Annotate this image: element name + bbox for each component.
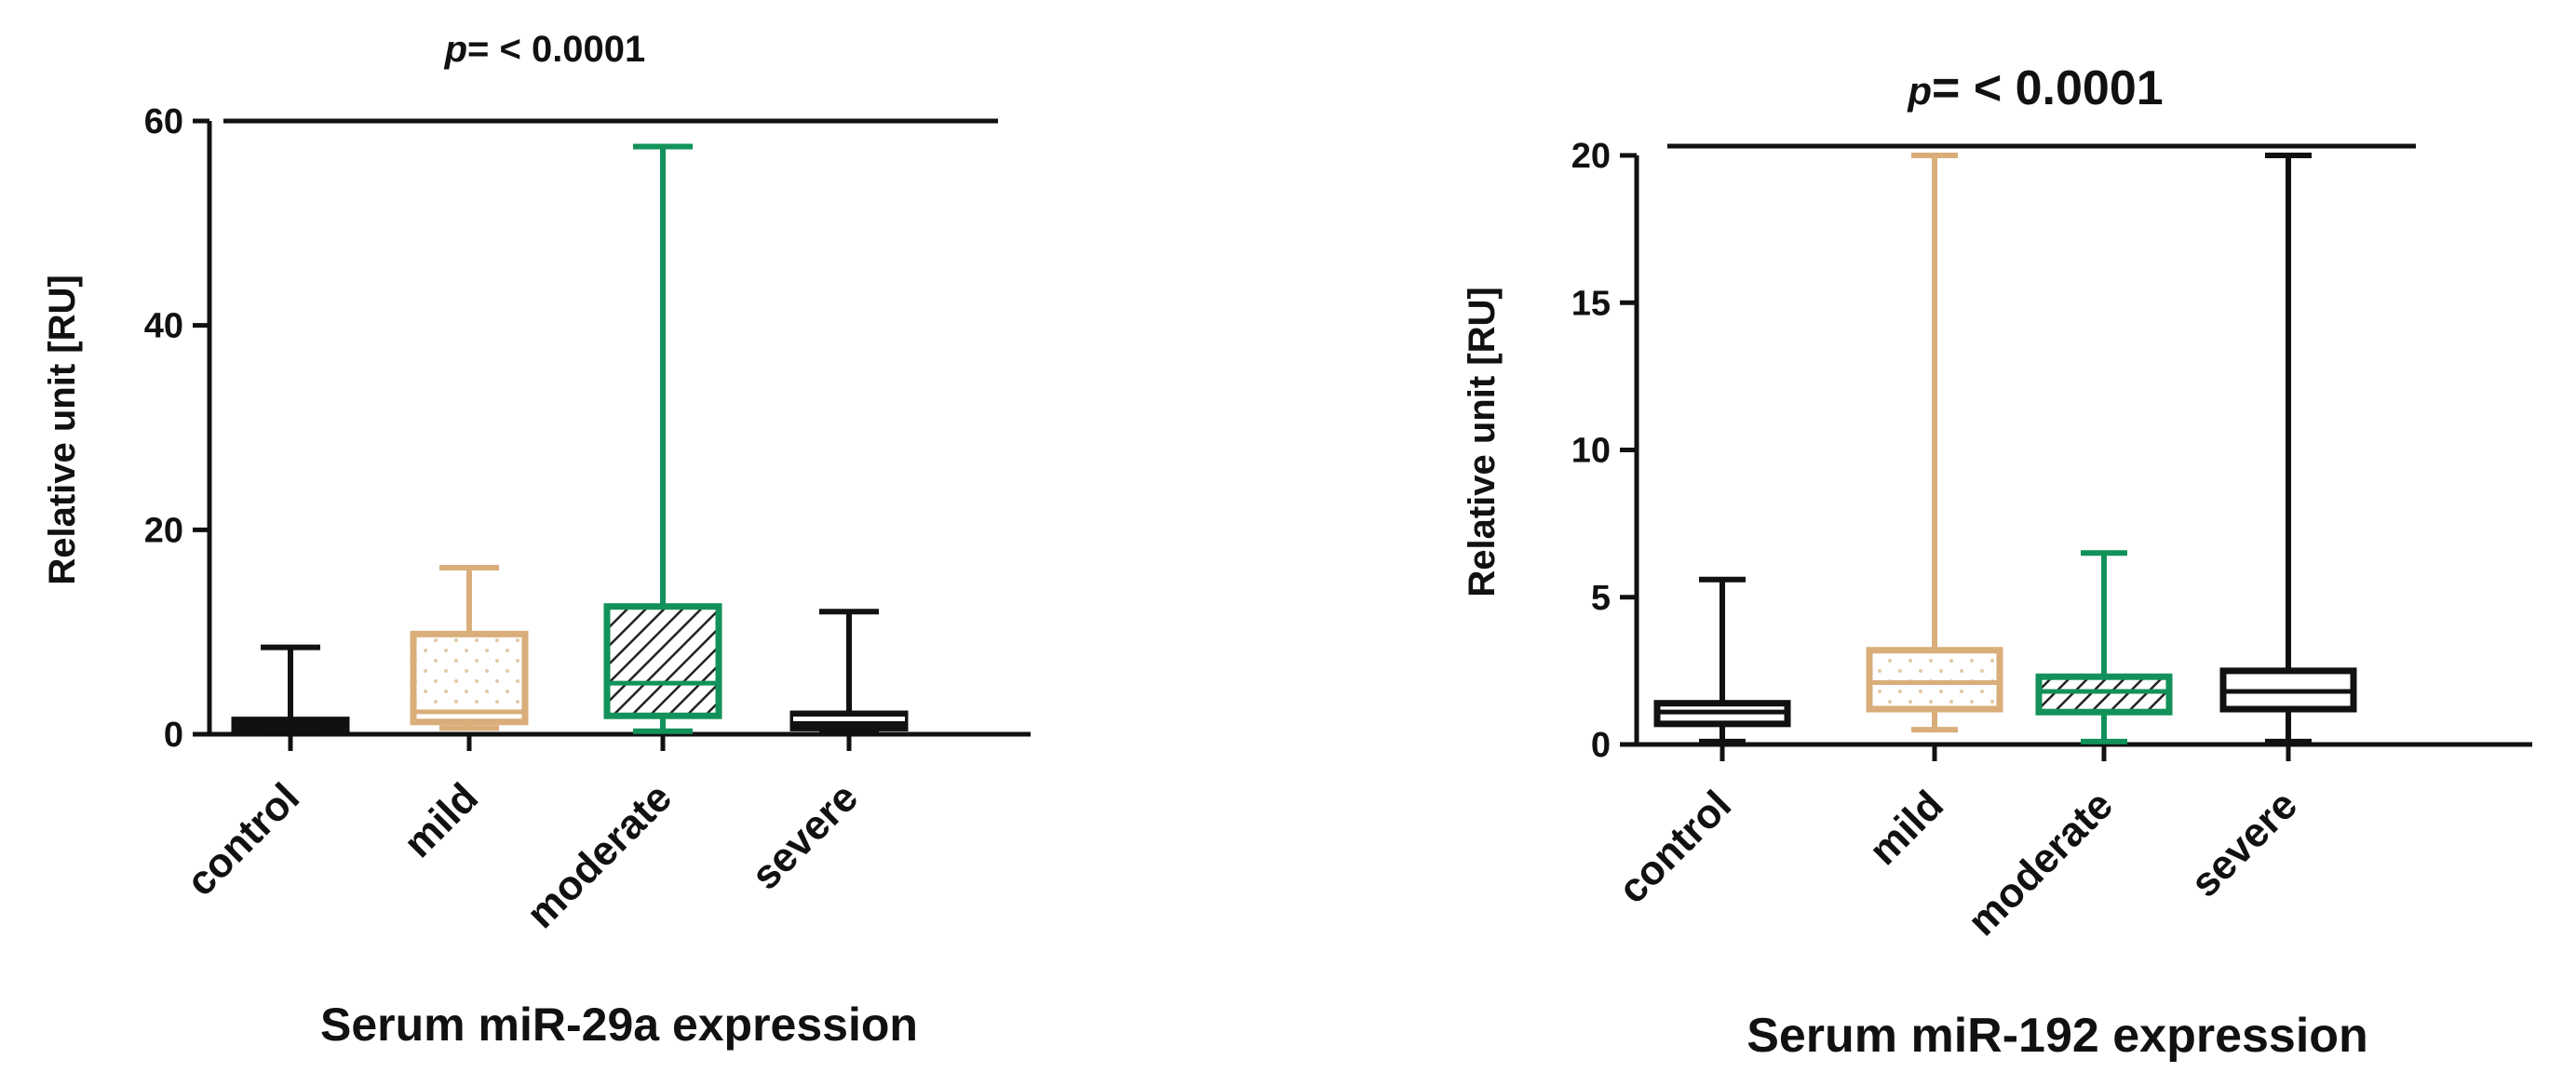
box-severe <box>789 609 909 735</box>
box-control <box>1653 576 1791 744</box>
significance-label-1: = < 0.0001 <box>467 29 645 70</box>
x-axis-title-1: Serum miR-29a expression <box>320 999 918 1051</box>
box-moderate <box>603 143 722 734</box>
x-tick-label: mild <box>395 774 487 866</box>
chart-mir29a: p = < 0.0001 Relative unit [RU] 0204060 … <box>42 29 1031 1051</box>
x-axis-title-2: Serum miR-192 expression <box>1747 1009 2368 1063</box>
box-mild <box>410 564 529 731</box>
x-tick-label: control <box>178 774 308 905</box>
y-tick-label: 40 <box>144 307 183 346</box>
x-tick-label: severe <box>2182 782 2306 905</box>
y-axis-label-2: Relative unit [RU] <box>1462 287 1503 597</box>
y-axis-label-1: Relative unit [RU] <box>42 275 83 584</box>
y-tick-label: 10 <box>1571 432 1611 471</box>
y-tick-label: 20 <box>1571 137 1611 176</box>
box-iqr <box>603 603 722 719</box>
x-ticks-1: control mild moderate severe <box>178 734 867 937</box>
box-control <box>231 644 350 736</box>
chart-mir192: p = < 0.0001 Relative unit [RU] 0 5 10 15 20… <box>1462 61 2532 1063</box>
significance-p-2: p <box>1907 69 1932 113</box>
boxes-2 <box>1653 153 2357 744</box>
y-tick-label: 0 <box>164 716 183 755</box>
significance-p-1: p <box>444 29 467 70</box>
box-iqr <box>2035 673 2173 716</box>
significance-label-2: = < 0.0001 <box>1932 61 2164 115</box>
y-ticks-2: 0 5 10 15 20 <box>1571 137 1637 765</box>
y-tick-label: 15 <box>1571 284 1611 323</box>
box-mild <box>1866 153 2003 733</box>
y-ticks-1: 0 20 40 60 <box>144 102 209 755</box>
boxes-1 <box>231 143 909 736</box>
x-tick-label: severe <box>743 774 867 898</box>
y-tick-label: 5 <box>1591 579 1611 618</box>
box-iqr <box>410 630 529 726</box>
x-tick-label: mild <box>1860 782 1952 874</box>
box-severe <box>2219 153 2357 744</box>
x-tick-label: control <box>1610 782 1740 912</box>
box-iqr <box>1866 647 2003 713</box>
box-moderate <box>2035 550 2173 744</box>
y-tick-label: 0 <box>1591 726 1611 765</box>
x-tick-label: moderate <box>518 774 681 937</box>
y-tick-label: 20 <box>144 511 183 550</box>
x-tick-label: moderate <box>1959 782 2122 945</box>
y-tick-label: 60 <box>144 102 183 141</box>
x-ticks-2: control mild moderate severe <box>1610 744 2306 945</box>
